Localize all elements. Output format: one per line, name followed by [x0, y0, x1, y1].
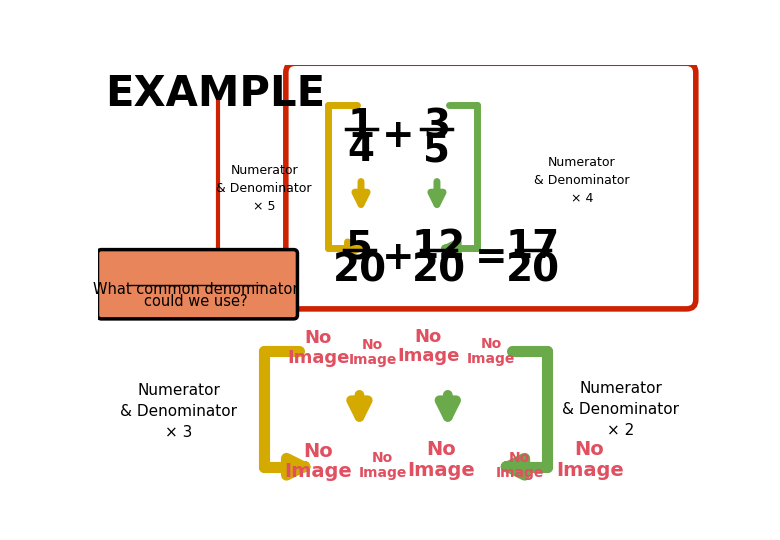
- Text: No
Image: No Image: [467, 337, 516, 366]
- Text: +: +: [382, 117, 414, 155]
- Text: No
Image: No Image: [359, 451, 407, 480]
- Text: Numerator
& Denominator
× 2: Numerator & Denominator × 2: [562, 381, 679, 438]
- Text: No
Image: No Image: [407, 440, 475, 480]
- FancyBboxPatch shape: [285, 63, 696, 309]
- Text: 5: 5: [346, 228, 373, 266]
- Text: No
Image: No Image: [287, 329, 349, 367]
- Text: 20: 20: [506, 252, 560, 290]
- Text: What common denominator: What common denominator: [93, 282, 299, 297]
- Text: No
Image: No Image: [397, 328, 459, 366]
- Text: 17: 17: [506, 228, 560, 266]
- FancyBboxPatch shape: [98, 249, 297, 319]
- Text: Numerator
& Denominator
× 5: Numerator & Denominator × 5: [216, 164, 312, 213]
- Text: Numerator
& Denominator
× 4: Numerator & Denominator × 4: [534, 156, 629, 205]
- Text: 4: 4: [348, 131, 374, 169]
- Text: 1: 1: [347, 107, 374, 145]
- Text: No
Image: No Image: [495, 451, 544, 480]
- Text: No
Image: No Image: [349, 338, 397, 367]
- Text: +: +: [382, 239, 414, 277]
- Text: 20: 20: [411, 252, 466, 290]
- Text: EXAMPLE: EXAMPLE: [105, 72, 325, 114]
- Text: No
Image: No Image: [555, 440, 623, 480]
- Text: 3: 3: [424, 107, 451, 145]
- Text: 20: 20: [332, 252, 387, 290]
- Text: 12: 12: [411, 228, 466, 266]
- Text: 5: 5: [424, 131, 451, 169]
- Text: =: =: [475, 239, 508, 277]
- Text: could we use?: could we use?: [144, 294, 248, 309]
- Text: No
Image: No Image: [285, 442, 353, 481]
- Text: Numerator
& Denominator
× 3: Numerator & Denominator × 3: [120, 383, 237, 440]
